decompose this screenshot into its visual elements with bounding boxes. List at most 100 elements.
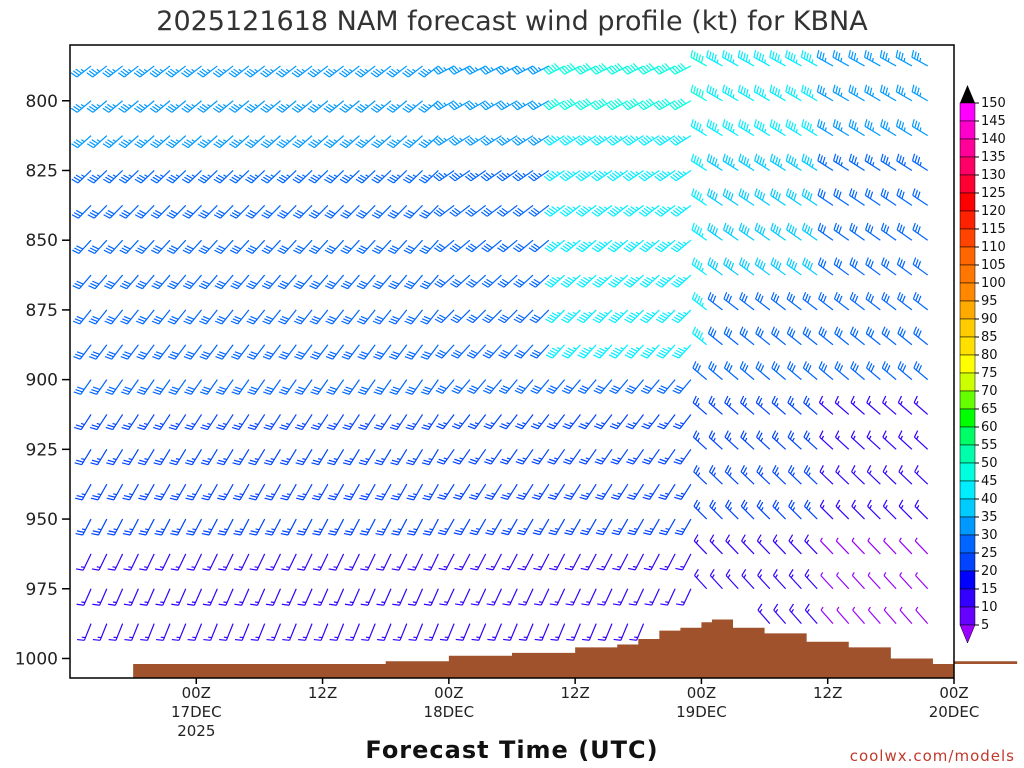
wind-barb [626,483,645,500]
barb-feather [329,494,337,498]
barb-half-feather [144,139,148,143]
barb-feather [279,426,287,431]
barb-feather [722,84,726,92]
colorbar-swatch [959,588,976,608]
barb-feather [547,280,554,286]
barb-feather [529,282,536,288]
wind-barb [610,483,629,500]
barb-half-feather [898,537,902,542]
barb-feather [310,391,318,395]
barb-feather [710,293,714,302]
barb-half-feather [840,57,843,62]
barb-staff [191,414,203,430]
wind-barb [915,572,929,590]
barb-half-feather [618,527,622,531]
barb-feather [75,353,83,358]
colorbar-swatch [959,408,976,428]
barb-feather [282,638,290,641]
barb-half-feather [588,171,592,175]
barb-feather [803,395,808,403]
barb-feather [266,315,274,320]
wind-barb [772,568,787,590]
wind-barb [106,449,124,466]
barb-feather [899,328,904,336]
wind-barb [432,65,455,75]
barb-feather [646,347,654,352]
barb-feather [325,285,333,290]
barb-feather [360,209,368,215]
barb-half-feather [144,528,149,531]
barb-half-feather [317,104,322,108]
wind-barb [138,483,155,501]
barb-feather [581,529,589,533]
barb-feather [249,532,257,536]
barb-feather [632,62,639,70]
wind-barb [607,239,629,253]
barb-feather [265,174,273,180]
barb-feather [834,361,839,369]
wind-barb [580,553,597,571]
barb-staff [603,588,613,606]
wind-barb [882,499,897,520]
barb-half-feather [633,457,637,460]
barb-feather [714,89,718,97]
barb-feather [899,224,903,232]
barb-feather [296,388,304,393]
wind-barb [341,309,360,325]
barb-staff [880,160,897,171]
barb-half-feather [490,457,495,460]
barb-feather [547,352,555,357]
wind-barb [896,257,913,276]
wind-barb [881,257,897,276]
barb-feather [669,104,676,111]
barb-feather [575,175,582,182]
barb-feather [630,276,638,282]
barb-half-feather [349,104,353,108]
barb-feather [500,387,508,392]
barb-feather [155,351,163,355]
barb-feather [772,499,777,507]
barb-feather [134,107,141,113]
barb-feather [485,567,494,571]
wind-barb [753,84,771,102]
barb-feather [761,227,766,236]
wind-barb [119,274,139,290]
barb-feather [92,351,100,355]
wind-barb [485,518,502,536]
wind-barb [672,414,692,430]
wind-barb [725,534,739,555]
barb-feather [913,326,918,334]
barb-feather [437,387,445,392]
barb-feather [307,107,315,113]
barb-feather [531,280,539,286]
barb-half-feather [160,458,164,461]
barb-feather [324,249,332,255]
wind-barb [218,553,234,571]
barb-feather [344,174,352,180]
barb-feather [895,50,899,58]
wind-barb [739,395,755,415]
barb-feather [630,312,638,317]
barb-staff [572,623,581,641]
wind-barb [309,274,329,290]
wind-barb [407,553,424,571]
barb-half-feather [585,565,590,568]
barb-feather [793,123,797,132]
barb-feather [598,170,605,177]
barb-feather [201,318,209,323]
barb-feather [451,67,458,74]
barb-half-feather [821,470,825,475]
barb-feather [170,103,177,109]
wind-barb [121,379,139,395]
barb-feather [594,280,602,286]
barb-feather [278,356,286,360]
barb-feather [171,603,179,606]
barb-half-feather [412,566,417,569]
barb-feather [73,105,80,111]
barb-feather [614,312,622,317]
barb-feather [899,259,903,267]
barb-half-feather [748,128,751,133]
barb-feather [436,280,444,286]
wind-barb [152,344,171,360]
wind-barb [295,449,313,466]
